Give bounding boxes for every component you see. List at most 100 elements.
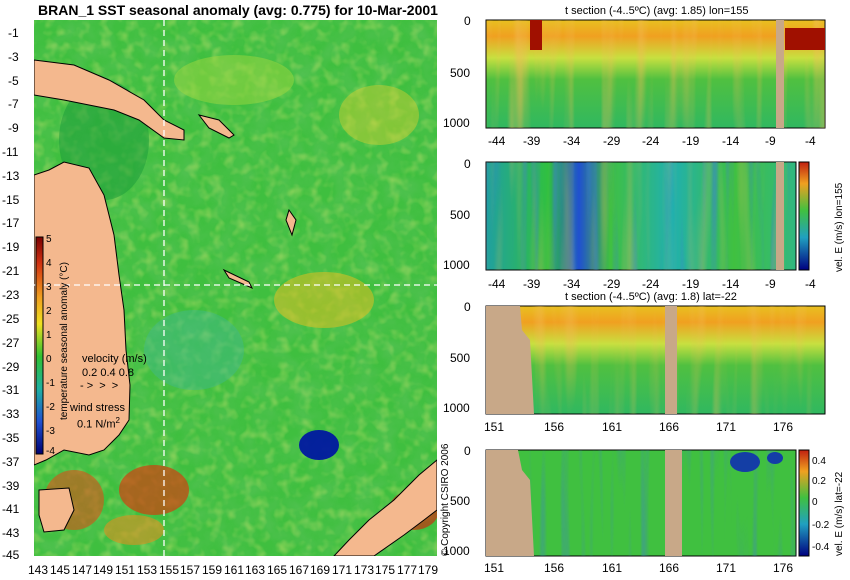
lat-tick: -9 <box>8 121 19 135</box>
depth-tick: 500 <box>450 66 471 80</box>
panel3-title: t section (-4..5ºC) (avg: 1.8) lat=-22 <box>565 291 737 303</box>
lat-tick: -41 <box>2 502 20 516</box>
lat-tick: -13 <box>2 169 20 183</box>
vanuatu-islands <box>285 208 297 237</box>
lat-tick: -33 <box>2 407 20 421</box>
lat-tick: -43 <box>2 526 20 540</box>
vel-colorbar-lon <box>798 161 810 271</box>
longitude-axis: 143 145 147 149 151 153 155 157 159 161 … <box>0 563 440 579</box>
land-mask <box>776 162 784 270</box>
vel-cbar-tick: 0.4 <box>812 456 826 467</box>
vel-section-lat-panel <box>485 449 810 557</box>
lat-x-tick: -44 <box>488 277 506 291</box>
lon-tick: 167 <box>289 563 310 577</box>
lon-tick: 155 <box>159 563 180 577</box>
lat-tick: -5 <box>8 74 19 88</box>
lat-tick: -37 <box>2 455 20 469</box>
lat-tick: -3 <box>8 50 19 64</box>
lon-tick: 143 <box>28 563 49 577</box>
lat-x-tick: -39 <box>523 134 541 148</box>
lon-x-tick: 171 <box>716 420 737 434</box>
vel-colorbar-lat-label: vel. E (m/s) lat=-22 <box>834 471 845 556</box>
velocity-scale: 0.2 0.4 0.8 <box>82 367 134 379</box>
temperature-colorbar <box>35 236 44 455</box>
lon-tick: 179 <box>418 563 439 577</box>
lat-tick: -39 <box>2 479 20 493</box>
depth-tick: 1000 <box>443 116 470 130</box>
vel-section-lon-panel <box>485 161 810 271</box>
sst-anomaly-map <box>34 20 437 556</box>
lon-tick: 149 <box>93 563 114 577</box>
lon-tick: 175 <box>375 563 396 577</box>
depth-tick: 500 <box>450 208 471 222</box>
lat-tick: -27 <box>2 336 20 350</box>
lat-tick: -11 <box>2 145 19 159</box>
wind-stress-label: wind stress <box>70 402 126 414</box>
depth-tick: 0 <box>464 14 471 28</box>
t-section-lat-panel <box>485 305 826 415</box>
lon-x-tick: 161 <box>602 561 623 575</box>
velocity-arrows: - > > > <box>80 380 119 392</box>
lat-x-tick: -29 <box>603 277 621 291</box>
lon-tick: 165 <box>267 563 288 577</box>
vel-cbar-tick: -0.4 <box>812 542 830 553</box>
lat-x-tick: -4 <box>805 277 816 291</box>
lon-x-tick: 161 <box>602 420 623 434</box>
new-guinea-landmass <box>34 59 185 141</box>
lat-tick: -15 <box>2 193 20 207</box>
depth-tick: 0 <box>464 300 471 314</box>
lat-tick: -23 <box>2 288 20 302</box>
depth-tick: 500 <box>450 351 471 365</box>
new-zealand-landmass <box>333 459 437 556</box>
lon-x-tick: 176 <box>773 420 794 434</box>
lat-tick: -31 <box>2 383 20 397</box>
vel-colorbar-lat <box>798 449 810 557</box>
lon-tick: 173 <box>354 563 375 577</box>
lon-tick: 147 <box>72 563 93 577</box>
t-section-lon-panel <box>485 19 826 129</box>
lat-tick: -19 <box>2 240 20 254</box>
lon-tick: 171 <box>332 563 353 577</box>
lat-tick: -17 <box>2 216 20 230</box>
solomon-islands <box>197 114 235 139</box>
lat-x-tick: -34 <box>563 277 581 291</box>
land-mask <box>665 306 677 414</box>
vel-cbar-tick: 0 <box>812 497 818 508</box>
depth-tick: 0 <box>464 444 471 458</box>
lon-x-tick: 166 <box>659 420 680 434</box>
lon-tick: 161 <box>224 563 245 577</box>
lat-tick: -7 <box>8 97 19 111</box>
depth-tick: 1000 <box>443 544 470 558</box>
lon-x-tick: 176 <box>773 561 794 575</box>
panel1-title: t section (-4..5ºC) (avg: 1.85) lon=155 <box>565 5 749 17</box>
lat-x-tick: -39 <box>523 277 541 291</box>
lat-x-tick: -9 <box>765 134 776 148</box>
lon-tick: 157 <box>180 563 201 577</box>
lat-x-tick: -14 <box>722 134 740 148</box>
depth-tick: 0 <box>464 157 471 171</box>
lon-x-tick: 166 <box>659 561 680 575</box>
vel-cbar-tick: -0.2 <box>812 520 830 531</box>
lon-tick: 177 <box>397 563 418 577</box>
lat-tick: -29 <box>2 360 20 374</box>
lon-x-tick: 156 <box>544 420 565 434</box>
vel-colorbar-lon-label: vel. E (m/s) lon=155 <box>834 182 845 272</box>
lat-x-tick: -24 <box>642 134 660 148</box>
lon-tick: 153 <box>137 563 158 577</box>
lon-x-tick: 171 <box>716 561 737 575</box>
vel-cbar-tick: 0.2 <box>812 476 826 487</box>
cold-anomaly-patch <box>299 430 339 460</box>
lat-x-tick: -4 <box>805 134 816 148</box>
lat-x-tick: -19 <box>682 277 700 291</box>
lon-tick: 145 <box>50 563 71 577</box>
wind-stress-scale: 0.1 N/m2 <box>77 416 120 431</box>
lat-tick: -1 <box>8 26 19 40</box>
map-title: BRAN_1 SST seasonal anomaly (avg: 0.775)… <box>38 2 438 18</box>
lat-x-tick: -14 <box>722 277 740 291</box>
depth-tick: 1000 <box>443 401 470 415</box>
lat-tick: -45 <box>2 548 20 562</box>
lat-tick: -25 <box>2 312 20 326</box>
new-caledonia <box>222 268 254 290</box>
lon-x-tick: 156 <box>544 561 565 575</box>
lat-tick: -21 <box>2 264 20 278</box>
